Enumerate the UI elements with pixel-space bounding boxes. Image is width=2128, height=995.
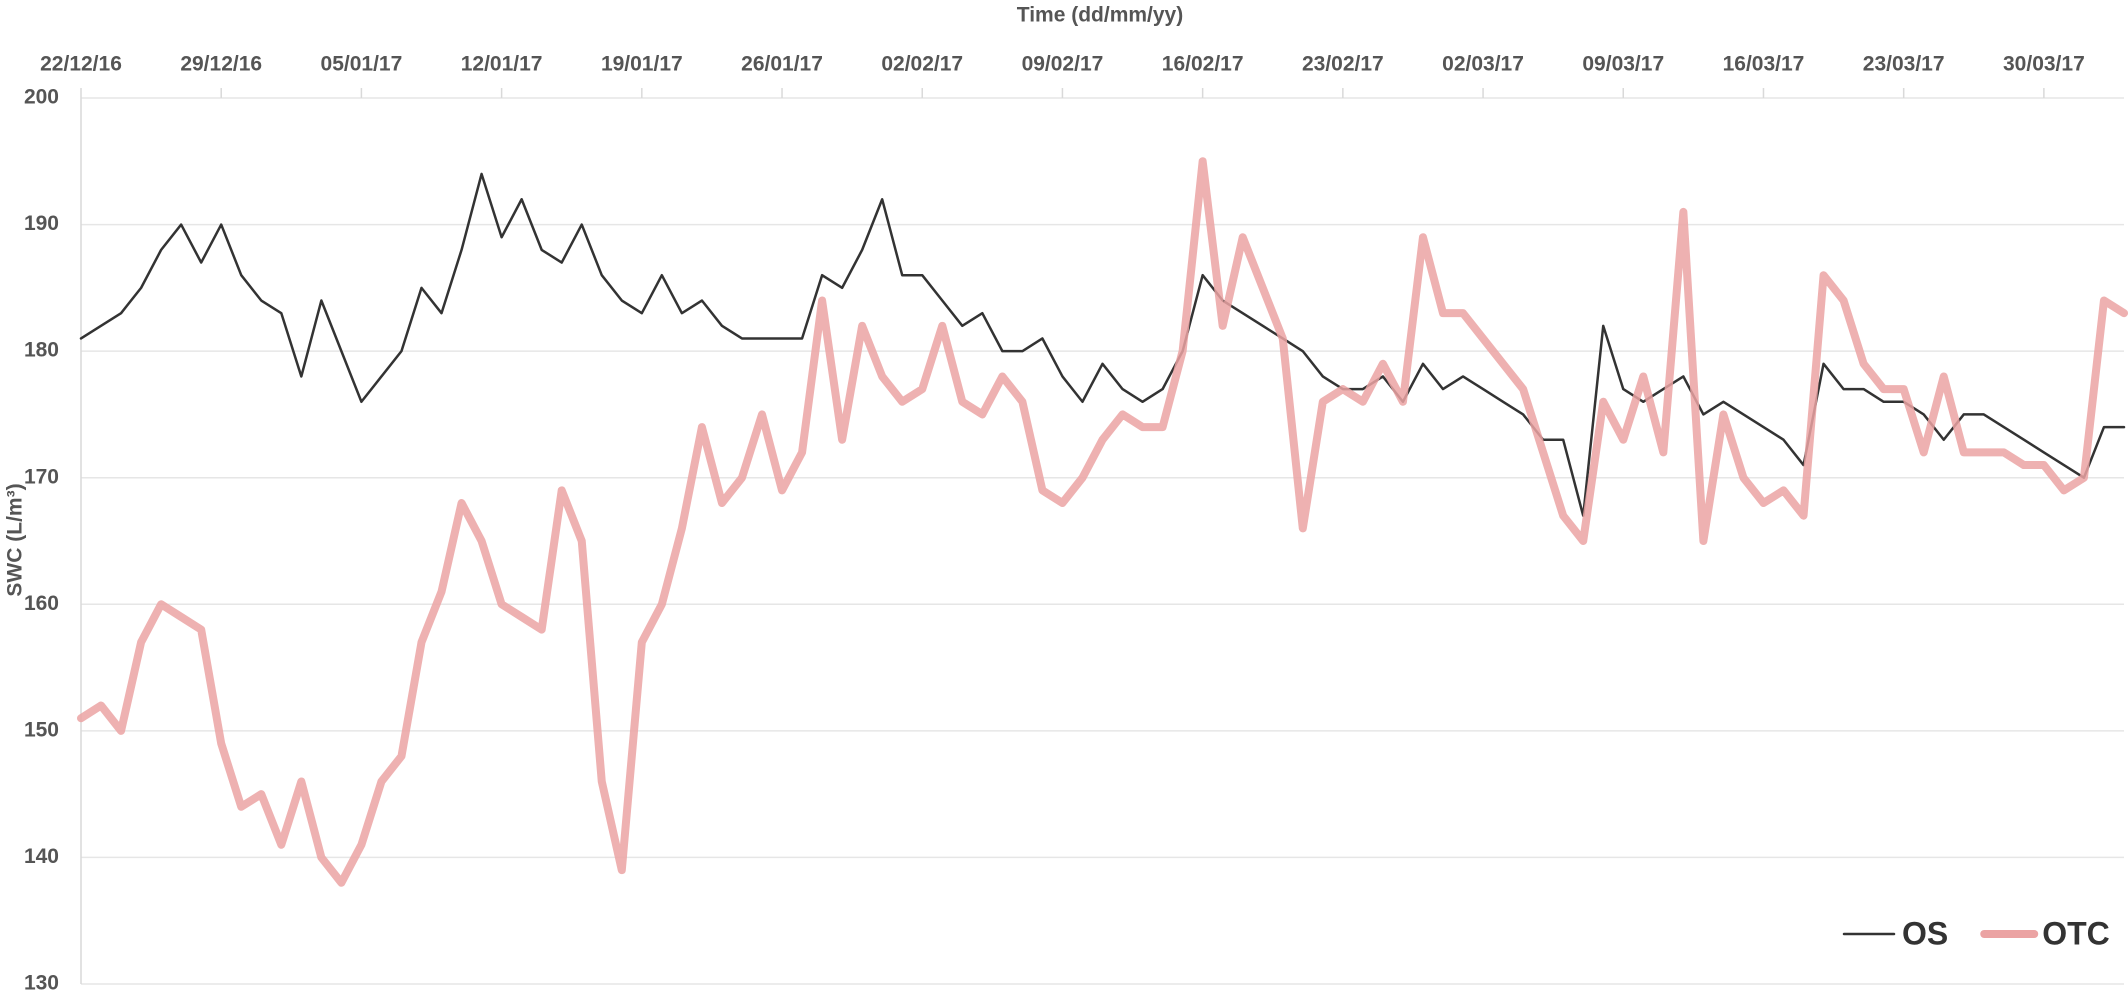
x-tick-label: 05/01/17	[321, 53, 403, 76]
x-tick-label: 23/03/17	[1863, 53, 1945, 76]
series-line	[77, 157, 2128, 887]
x-tick-label: 02/03/17	[1442, 53, 1524, 76]
x-axis-title: Time (dd/mm/yy)	[1017, 4, 1183, 27]
x-tick-label: 12/01/17	[461, 53, 543, 76]
y-tick-label: 140	[24, 845, 59, 868]
x-tick-label: 29/12/16	[180, 53, 262, 76]
y-axis-title: SWC (L/m³)	[4, 483, 27, 596]
y-tick-label: 190	[24, 212, 59, 235]
x-tick-label: 30/03/17	[2003, 53, 2085, 76]
legend-label: OS	[1902, 915, 1948, 951]
x-tick-label: 26/01/17	[741, 53, 823, 76]
y-tick-label: 200	[24, 86, 59, 109]
x-tick-label: 02/02/17	[881, 53, 963, 76]
x-tick-label: 19/01/17	[601, 53, 683, 76]
y-tick-label: 160	[24, 592, 59, 615]
x-tick-label: 23/02/17	[1302, 53, 1384, 76]
x-tick-label: 09/02/17	[1022, 53, 1104, 76]
y-tick-label: 150	[24, 718, 59, 741]
y-tick-label: 170	[24, 465, 59, 488]
legend-label: OTC	[2042, 915, 2110, 951]
y-tick-label: 130	[24, 972, 59, 995]
y-tick-label: 180	[24, 339, 59, 362]
x-tick-label: 22/12/16	[40, 53, 122, 76]
x-tick-label: 16/02/17	[1162, 53, 1244, 76]
x-tick-label: 09/03/17	[1582, 53, 1664, 76]
x-tick-label: 16/03/17	[1723, 53, 1805, 76]
series-line	[79, 172, 2126, 517]
